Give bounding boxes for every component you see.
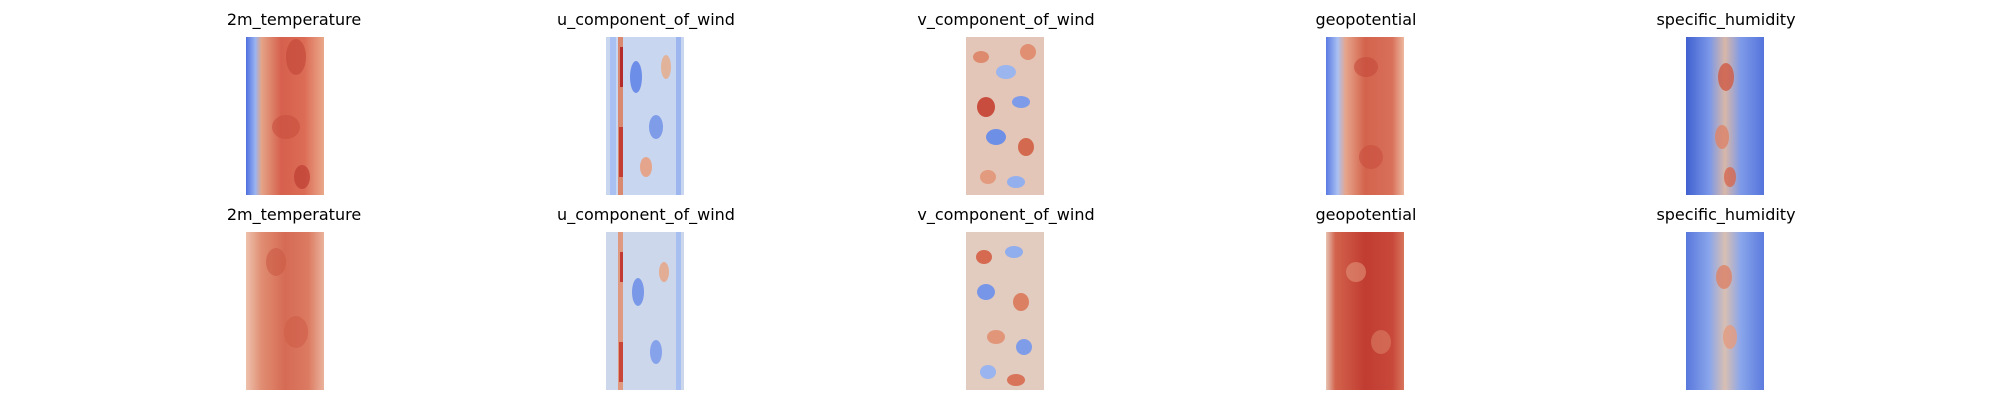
heatmap-image [606,37,684,195]
heatmap-panel [1326,232,1404,390]
heatmap-panel [966,232,1044,390]
panel-title: 2m_temperature [226,205,362,224]
heatmap-image [966,37,1044,195]
panel-title: geopotential [1315,205,1417,224]
panel-title: v_component_of_wind [917,10,1095,29]
heatmap-panel [246,232,324,390]
heatmap-panel [1686,37,1764,195]
heatmap-image [1326,37,1404,195]
panel-title: geopotential [1315,10,1417,29]
heatmap-panel [246,37,324,195]
panel-title: 2m_temperature [226,10,362,29]
heatmap-image [1326,232,1404,390]
panel-title: specific_humidity [1656,205,1796,224]
panel-title: v_component_of_wind [917,205,1095,224]
heatmap-panel [966,37,1044,195]
panel-title: specific_humidity [1656,10,1796,29]
heatmap-image [1686,37,1764,195]
heatmap-image [1686,232,1764,390]
heatmap-image [246,232,324,390]
panel-title: u_component_of_wind [557,10,735,29]
heatmap-panel [1686,232,1764,390]
heatmap-image [246,37,324,195]
heatmap-panel [1326,37,1404,195]
heatmap-image [966,232,1044,390]
heatmap-image [606,232,684,390]
heatmap-panel [606,37,684,195]
heatmap-panel [606,232,684,390]
panel-title: u_component_of_wind [557,205,735,224]
